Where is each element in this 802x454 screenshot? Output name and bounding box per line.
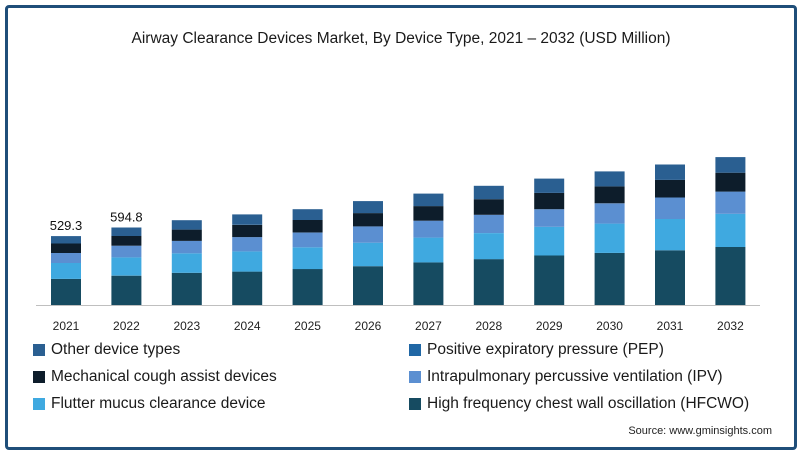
legend-label: Flutter mucus clearance device <box>51 394 266 412</box>
x-tick-label-2030: 2030 <box>596 319 623 333</box>
x-tick-label-2031: 2031 <box>657 319 684 333</box>
bar-segment-2024-s1 <box>232 251 263 272</box>
bar-segment-2026-s1 <box>353 242 383 267</box>
x-tick-label-2026: 2026 <box>355 319 382 333</box>
bar-segment-2022-s1 <box>111 257 142 276</box>
bar-segment-2031-s2 <box>655 197 685 219</box>
bar-segment-2024-s2 <box>232 237 263 252</box>
legend-swatch <box>409 343 421 356</box>
legend-label: Other device types <box>51 340 181 358</box>
bar-segment-2032-s0 <box>715 247 746 305</box>
bar-segment-2027-s3 <box>413 206 444 221</box>
bar-segment-2032-s3 <box>715 172 746 192</box>
bar-segment-2026-s5 <box>353 201 383 214</box>
bar-segment-2029-s5 <box>534 178 565 193</box>
x-tick-label-2028: 2028 <box>475 319 502 333</box>
bar-segment-2031-s1 <box>655 219 685 251</box>
bar-segment-2025-s3 <box>292 220 323 233</box>
x-tick-label-2024: 2024 <box>234 319 261 333</box>
bar-segment-2023-s1 <box>171 253 202 273</box>
bar-segment-2021-s2 <box>51 253 81 263</box>
bar-segment-2032-s1 <box>715 213 746 247</box>
legend-item-ipv: Intrapulmonary percussive ventilation (I… <box>409 365 773 388</box>
bar-segment-2026-s2 <box>353 226 383 243</box>
legend-label: High frequency chest wall oscillation (H… <box>427 394 750 412</box>
bar-segment-2022-s3 <box>111 235 142 246</box>
source-note: Source: www.gminsights.com <box>628 425 772 437</box>
bar-segment-2024-s5 <box>232 214 263 225</box>
bar-segment-2025-s2 <box>292 232 323 248</box>
bar-segment-2029-s0 <box>534 255 565 305</box>
legend-item-other: Other device types <box>33 338 409 361</box>
bar-segment-2029-s1 <box>534 226 565 256</box>
x-tick-label-2023: 2023 <box>173 319 200 333</box>
bar-segment-2028-s2 <box>473 214 504 233</box>
legend-swatch <box>409 370 421 383</box>
x-tick-label-2032: 2032 <box>717 319 744 333</box>
bar-segment-2030-s3 <box>594 186 625 204</box>
bar-segment-2024-s0 <box>232 271 263 305</box>
legend-label: Positive expiratory pressure (PEP) <box>427 340 664 358</box>
legend-swatch <box>409 397 421 410</box>
bar-segment-2031-s5 <box>655 164 685 180</box>
bar-segment-2026-s0 <box>353 266 383 305</box>
bar-segment-2028-s5 <box>473 185 504 200</box>
bar-segment-2032-s5 <box>715 157 746 173</box>
bar-segment-2022-s0 <box>111 275 142 305</box>
bar-segment-2025-s0 <box>292 269 323 305</box>
total-label-2022: 594.8 <box>110 210 143 225</box>
bar-segment-2027-s5 <box>413 193 444 207</box>
chart-title: Airway Clearance Devices Market, By Devi… <box>131 30 671 47</box>
x-tick-label-2029: 2029 <box>536 319 563 333</box>
bar-segment-2023-s0 <box>171 272 202 305</box>
bar-segment-2025-s5 <box>292 209 323 220</box>
bar-segment-2026-s3 <box>353 213 383 227</box>
bar-segment-2029-s3 <box>534 192 565 210</box>
legend-item-flutter: Flutter mucus clearance device <box>33 392 409 415</box>
bar-segment-2029-s2 <box>534 209 565 227</box>
legend-label: Intrapulmonary percussive ventilation (I… <box>427 367 723 385</box>
legend-swatch <box>33 397 45 410</box>
legend-item-cough-assist: Mechanical cough assist devices <box>33 365 409 388</box>
bar-segment-2028-s1 <box>473 233 504 260</box>
x-tick-label-2027: 2027 <box>415 319 442 333</box>
bar-segment-2031-s3 <box>655 179 685 198</box>
x-tick-label-2025: 2025 <box>294 319 321 333</box>
bar-segment-2030-s5 <box>594 171 625 187</box>
bar-segment-2030-s2 <box>594 203 625 224</box>
bar-segment-2021-s3 <box>51 243 81 253</box>
bar-segment-2023-s3 <box>171 229 202 241</box>
bar-segment-2027-s0 <box>413 262 444 305</box>
bar-segment-2030-s1 <box>594 223 625 253</box>
bar-segment-2023-s2 <box>171 240 202 254</box>
bar-segment-2027-s1 <box>413 237 444 263</box>
bar-segment-2021-s0 <box>51 278 81 305</box>
total-label-2021: 529.3 <box>50 218 83 233</box>
bar-segment-2022-s2 <box>111 245 142 258</box>
legend-swatch <box>33 370 45 383</box>
legend: Other device types Positive expiratory p… <box>33 338 773 415</box>
legend-swatch <box>33 343 45 356</box>
bar-segment-2021-s5 <box>51 236 81 244</box>
bar-segment-2028-s3 <box>473 199 504 215</box>
legend-item-hfcwo: High frequency chest wall oscillation (H… <box>409 392 773 415</box>
bar-segment-2024-s3 <box>232 224 263 238</box>
bar-segment-2032-s2 <box>715 191 746 214</box>
bar-segment-2021-s1 <box>51 263 81 279</box>
x-tick-label-2021: 2021 <box>53 319 80 333</box>
stacked-bar-chart: 2021 529.3 2022 594.8 2023 2024 2025 2026 2027 20… <box>36 157 760 333</box>
bar-segment-2030-s0 <box>594 252 625 305</box>
bar-segment-2025-s1 <box>292 247 323 270</box>
legend-item-pep: Positive expiratory pressure (PEP) <box>409 338 773 361</box>
bar-segment-2027-s2 <box>413 220 444 238</box>
legend-label: Mechanical cough assist devices <box>51 367 277 385</box>
bar-segment-2023-s5 <box>171 220 202 230</box>
x-tick-label-2022: 2022 <box>113 319 140 333</box>
bar-segment-2031-s0 <box>655 250 685 305</box>
bar-segment-2022-s5 <box>111 227 142 236</box>
bar-segment-2028-s0 <box>473 259 504 305</box>
